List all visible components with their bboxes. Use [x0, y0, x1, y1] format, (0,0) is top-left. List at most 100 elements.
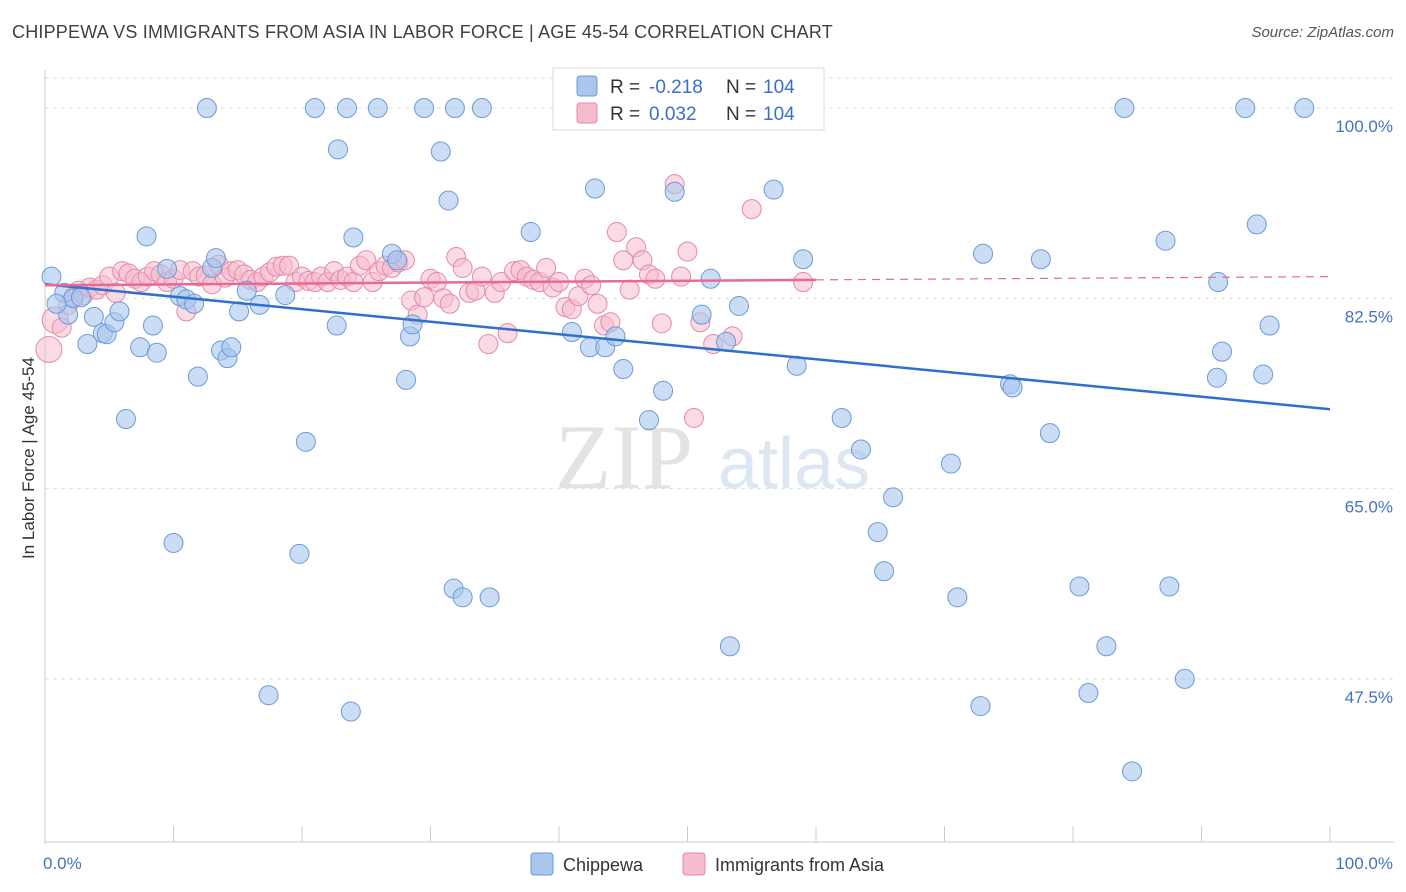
- immigrants-point: [478, 334, 499, 355]
- immigrants-point: [536, 257, 557, 278]
- chippewa-point: [728, 295, 749, 316]
- chippewa-point: [1208, 272, 1229, 293]
- chippewa-point: [719, 636, 740, 657]
- legend-r-value-1: -0.218: [649, 77, 703, 98]
- chippewa-trend-line: [44, 282, 1331, 411]
- bottom-legend-swatch-immigrants: [682, 852, 706, 876]
- chippewa-point: [396, 369, 417, 390]
- chippewa-point: [561, 322, 582, 343]
- legend-n-label-2: N =: [726, 104, 756, 125]
- x-tick-label-max: 100.0%: [1335, 854, 1393, 873]
- chippewa-point: [221, 337, 242, 358]
- chippewa-point: [471, 98, 492, 119]
- immigrants-point: [671, 266, 692, 287]
- chippewa-point: [970, 696, 991, 717]
- bottom-legend-swatch-chippewa: [530, 852, 554, 876]
- chippewa-point: [1206, 367, 1227, 388]
- x-tick-labels: 0.0% 100.0%: [43, 854, 1393, 873]
- chippewa-point: [947, 587, 968, 608]
- chippewa-point: [1069, 576, 1090, 597]
- chippewa-point: [883, 487, 904, 508]
- watermark-atlas: atlas: [718, 424, 870, 504]
- chippewa-point: [83, 306, 104, 327]
- chippewa-point: [326, 315, 347, 336]
- y-tick-label: 47.5%: [1345, 688, 1393, 707]
- chippewa-point: [163, 532, 184, 553]
- chippewa-point: [793, 249, 814, 270]
- immigrants-point: [452, 257, 473, 278]
- chippewa-point: [940, 453, 961, 474]
- chippewa-point: [438, 190, 459, 211]
- immigrants-point: [497, 323, 518, 344]
- chippewa-point: [973, 243, 994, 264]
- chippewa-point: [136, 226, 157, 247]
- legend-n-value-2: 104: [763, 104, 795, 125]
- chippewa-point: [115, 409, 136, 430]
- immigrants-point: [645, 268, 666, 289]
- chippewa-point: [867, 522, 888, 543]
- chippewa-point: [343, 227, 364, 248]
- immigrants-point: [606, 222, 627, 243]
- y-tick-labels: 47.5% 65.0% 82.5% 100.0%: [1335, 117, 1393, 707]
- chippewa-point: [146, 342, 167, 363]
- chippewa-point: [109, 301, 130, 322]
- chart-title: CHIPPEWA VS IMMIGRANTS FROM ASIA IN LABO…: [12, 22, 833, 42]
- y-tick-label: 65.0%: [1345, 498, 1393, 517]
- chippewa-point: [1039, 423, 1060, 444]
- chippewa-point: [275, 285, 296, 306]
- y-tick-label: 100.0%: [1335, 117, 1393, 136]
- chippewa-point: [1002, 377, 1023, 398]
- chippewa-point: [46, 293, 67, 314]
- chippewa-point: [157, 258, 178, 279]
- immigrants-point: [741, 199, 762, 220]
- immigrants-point: [439, 293, 460, 314]
- legend-n-label-1: N =: [726, 77, 756, 98]
- immigrants-trend-extension: [815, 275, 1331, 281]
- chippewa-point: [700, 268, 721, 289]
- chippewa-point: [258, 685, 279, 706]
- immigrants-point: [651, 313, 672, 334]
- chippewa-point: [295, 431, 316, 452]
- immigrants-point: [683, 407, 704, 428]
- x-tick-label-min: 0.0%: [43, 854, 82, 873]
- bottom-legend-chippewa: Chippewa: [563, 855, 644, 875]
- chippewa-point: [831, 407, 852, 428]
- chippewa-point: [479, 587, 500, 608]
- chippewa-point: [70, 287, 91, 308]
- chippewa-point: [236, 280, 257, 301]
- chippewa-point: [1155, 230, 1176, 251]
- chippewa-point: [874, 561, 895, 582]
- chippewa-point: [850, 439, 871, 460]
- legend-box: [552, 67, 825, 131]
- watermark: ZIP atlas: [555, 406, 870, 508]
- immigrants-point: [587, 293, 608, 314]
- legend-swatch-chippewa: [576, 75, 598, 97]
- legend-r-value-2: 0.032: [649, 104, 697, 125]
- chippewa-point: [205, 248, 226, 269]
- series-chippewa-points: [41, 98, 1315, 782]
- chippewa-point: [387, 250, 408, 271]
- chippewa-point: [444, 98, 465, 119]
- chippewa-point: [1096, 636, 1117, 657]
- chippewa-point: [691, 304, 712, 325]
- immigrants-point: [619, 279, 640, 300]
- y-tick-label: 82.5%: [1345, 307, 1393, 326]
- chippewa-point: [41, 266, 62, 287]
- chippewa-point: [584, 178, 605, 199]
- chippewa-point: [402, 314, 423, 335]
- immigrants-point: [581, 275, 602, 296]
- chippewa-point: [77, 334, 98, 355]
- chippewa-point: [289, 543, 310, 564]
- chippewa-point: [1030, 249, 1051, 270]
- chippewa-point: [1122, 761, 1143, 782]
- legend-r-label-2: R =: [610, 104, 640, 125]
- chippewa-point: [605, 326, 626, 347]
- watermark-zip: ZIP: [555, 406, 693, 508]
- chippewa-point: [653, 380, 674, 401]
- chippewa-point: [327, 139, 348, 160]
- bottom-legend: Chippewa Immigrants from Asia: [530, 852, 885, 876]
- immigrants-point: [414, 287, 435, 308]
- legend: R = -0.218 N = 104 R = 0.032 N = 104: [552, 67, 825, 131]
- chippewa-point: [452, 587, 473, 608]
